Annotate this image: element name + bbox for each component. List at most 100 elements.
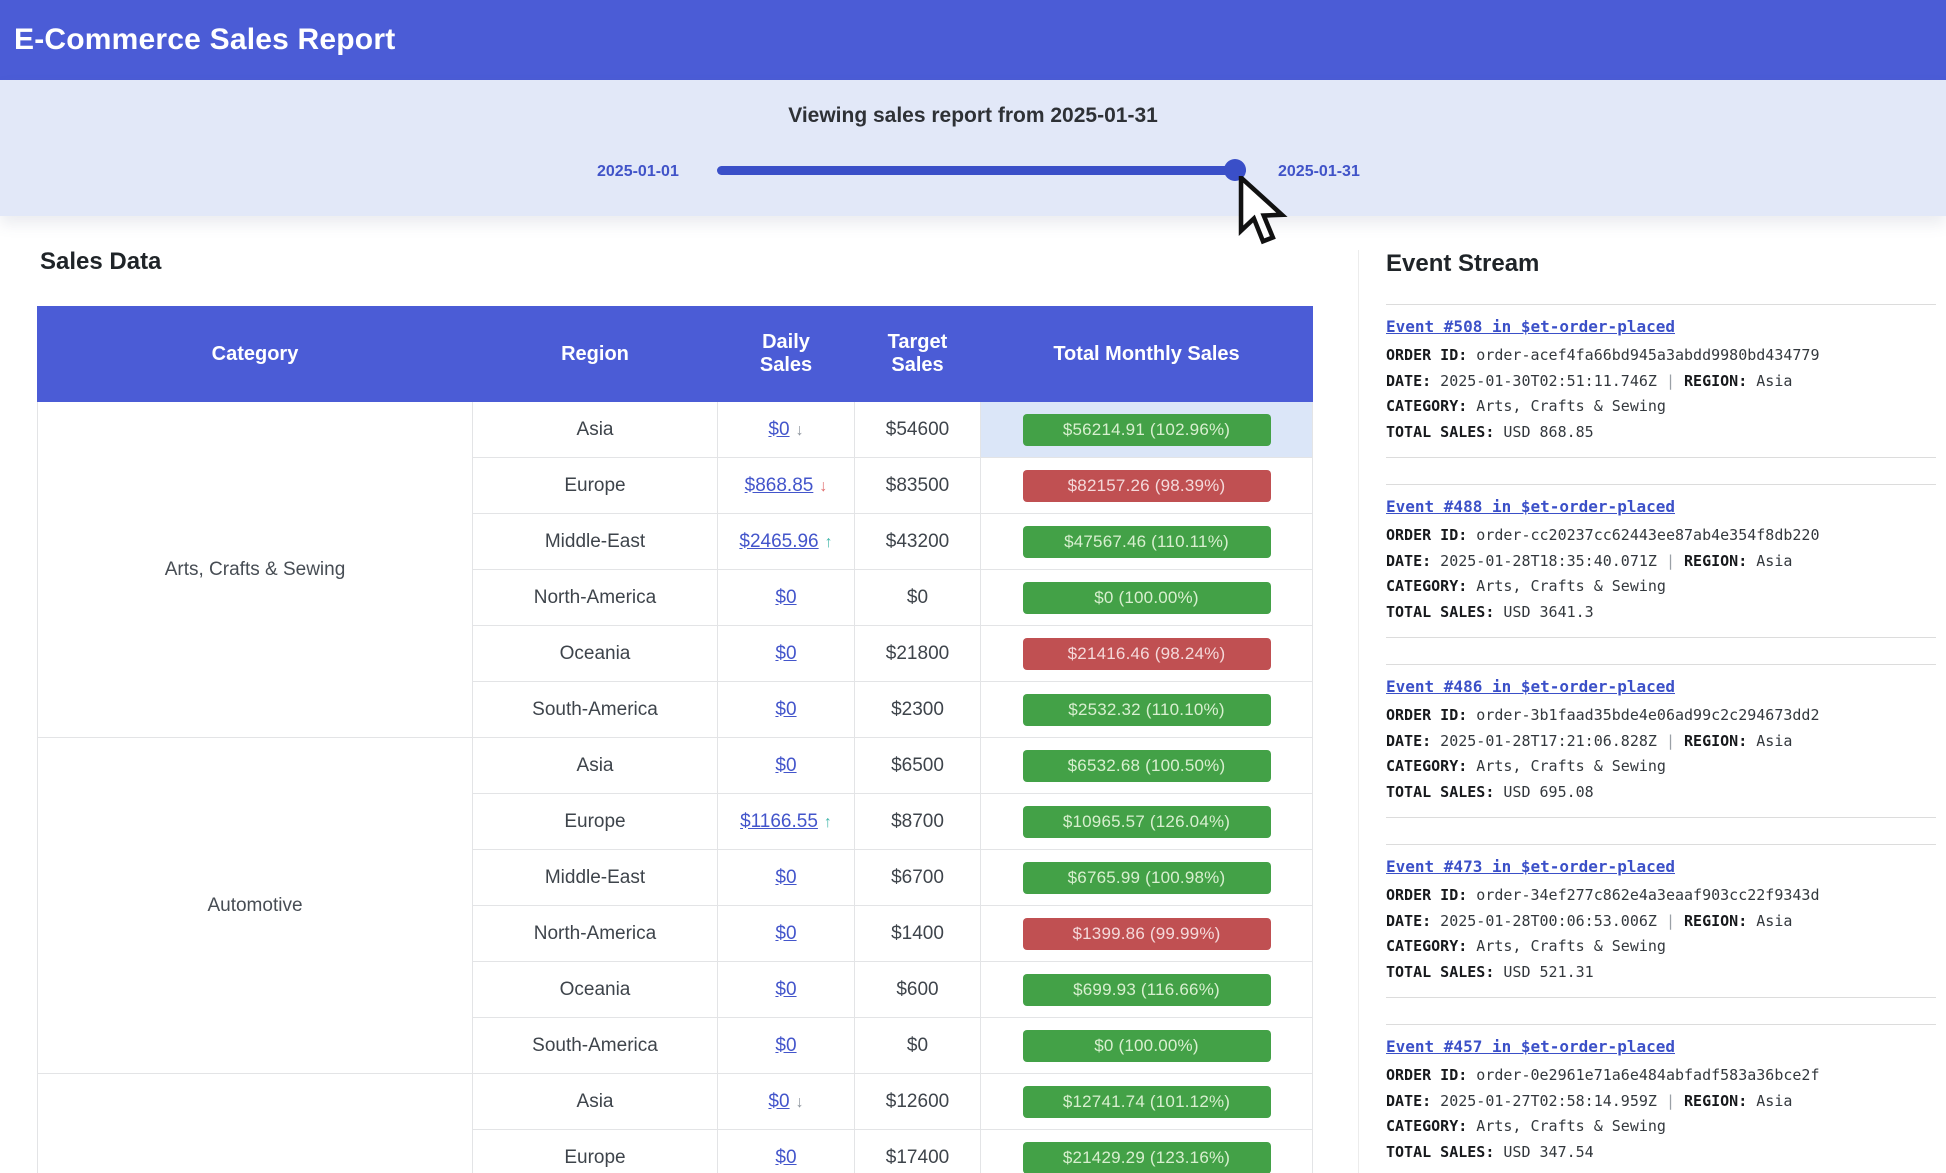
daily-sales-link[interactable]: $0 — [775, 698, 797, 720]
region-cell: Europe — [472, 1129, 718, 1173]
target-sales-cell: $12600 — [854, 1073, 981, 1130]
event-date-region: DATE: 2025-01-28T17:21:06.828Z | REGION:… — [1386, 731, 1793, 750]
total-sales-badge: $47567.46 (110.11%) — [1022, 525, 1271, 558]
total-monthly-sales-cell: $699.93 (116.66%) — [980, 961, 1313, 1018]
daily-sales-cell: $0 ↓ — [717, 1073, 855, 1130]
event-card: Event #457 in $et-order-placed ORDER ID: … — [1386, 1024, 1936, 1173]
table-row: Arts, Crafts & Sewing Asia $0 ↓ $54600 $56214… — [37, 401, 1313, 738]
slider-start-label: 2025-01-01 — [597, 163, 679, 180]
event-link[interactable]: Event #486 in $et-order-placed — [1386, 677, 1675, 696]
table-row: Oceania $0 $600 $699.93 (116.66%) — [38, 961, 1313, 1018]
daily-sales-link[interactable]: $0 — [768, 1090, 790, 1112]
table-row: Asia $0 ↓ $12600 $12741.74 (101.12%) — [37, 1073, 1313, 1173]
daily-sales-cell: $1166.55 ↑ — [717, 793, 855, 850]
category-cell: Arts, Crafts & Sewing — [37, 401, 473, 738]
total-sales-badge: $1399.86 (99.99%) — [1022, 917, 1271, 950]
event-link[interactable]: Event #488 in $et-order-placed — [1386, 497, 1675, 516]
daily-sales-link[interactable]: $1166.55 — [740, 810, 818, 832]
event-category: CATEGORY: Arts, Crafts & Sewing — [1386, 937, 1666, 955]
region-cell: Asia — [472, 737, 718, 794]
date-slider-section: Viewing sales report from 2025-01-31 202… — [0, 80, 1946, 216]
target-sales-cell: $43200 — [854, 513, 981, 570]
daily-sales-link[interactable]: $0 — [775, 642, 797, 664]
target-sales-cell: $83500 — [854, 457, 981, 514]
region-cell: South-America — [472, 1017, 718, 1074]
date-slider-thumb[interactable] — [1224, 159, 1246, 181]
daily-sales-cell: $0 — [717, 737, 855, 794]
event-category: CATEGORY: Arts, Crafts & Sewing — [1386, 577, 1666, 595]
daily-sales-cell: $2465.96 ↑ — [717, 513, 855, 570]
region-cell: North-America — [472, 905, 718, 962]
event-order-id: ORDER ID: order-acef4fa66bd945a3abdd9980… — [1386, 346, 1820, 364]
total-sales-badge: $21416.46 (98.24%) — [1022, 637, 1271, 670]
region-cell: Middle-East — [472, 849, 718, 906]
event-card: Event #473 in $et-order-placed ORDER ID: … — [1386, 844, 1936, 998]
event-order-id: ORDER ID: order-3b1faad35bde4e06ad99c2c2… — [1386, 706, 1820, 724]
table-row: Middle-East $0 $6700 $6765.99 (100.98%) — [38, 849, 1313, 906]
app-title: E-Commerce Sales Report — [14, 23, 396, 56]
column-header-category: Category — [37, 306, 473, 402]
event-link[interactable]: Event #473 in $et-order-placed — [1386, 857, 1675, 876]
total-monthly-sales-cell: $21416.46 (98.24%) — [980, 625, 1313, 682]
event-total-sales: TOTAL SALES: USD 521.31 — [1386, 962, 1594, 981]
daily-sales-link[interactable]: $0 — [775, 866, 797, 888]
event-order-id: ORDER ID: order-0e2961e71a6e484abfadf583… — [1386, 1066, 1820, 1084]
event-list: Event #508 in $et-order-placed ORDER ID: … — [1386, 304, 1936, 1173]
trend-up-icon: ↑ — [823, 813, 832, 831]
column-header-daily-sales: Daily Sales — [717, 306, 855, 402]
column-header-target-sales: Target Sales — [854, 306, 981, 402]
table-row: Europe $0 $17400 $21429.29 (123.16%) — [38, 1129, 1313, 1173]
category-cell: Automotive — [37, 737, 473, 1074]
target-sales-cell: $2300 — [854, 681, 981, 738]
event-category: CATEGORY: Arts, Crafts & Sewing — [1386, 757, 1666, 775]
daily-sales-link[interactable]: $0 — [775, 978, 797, 1000]
table-row: North-America $0 $0 $0 (100.00%) — [38, 569, 1313, 626]
daily-sales-cell: $0 — [717, 905, 855, 962]
daily-sales-cell: $0 — [717, 681, 855, 738]
daily-sales-link[interactable]: $0 — [768, 418, 790, 440]
daily-sales-cell: $0 — [717, 1129, 855, 1173]
event-link[interactable]: Event #508 in $et-order-placed — [1386, 317, 1675, 336]
daily-sales-cell: $0 — [717, 849, 855, 906]
region-cell: North-America — [472, 569, 718, 626]
table-row: South-America $0 $0 $0 (100.00%) — [38, 1017, 1313, 1074]
event-stream-heading: Event Stream — [1386, 250, 1540, 277]
daily-sales-link[interactable]: $0 — [775, 586, 797, 608]
total-sales-badge: $0 (100.00%) — [1022, 581, 1271, 614]
total-sales-badge: $6532.68 (100.50%) — [1022, 749, 1271, 782]
event-card: Event #488 in $et-order-placed ORDER ID: … — [1386, 484, 1936, 638]
daily-sales-link[interactable]: $0 — [775, 1034, 797, 1056]
region-cell: Europe — [472, 793, 718, 850]
app-header: E-Commerce Sales Report — [0, 0, 1946, 80]
region-cell: Europe — [472, 457, 718, 514]
target-sales-cell: $600 — [854, 961, 981, 1018]
table-row: Oceania $0 $21800 $21416.46 (98.24%) — [38, 625, 1313, 682]
total-sales-badge: $21429.29 (123.16%) — [1022, 1141, 1271, 1173]
daily-sales-cell: $0 — [717, 961, 855, 1018]
trend-down-icon: ↓ — [795, 421, 804, 439]
category-cell — [37, 1073, 473, 1173]
target-sales-cell: $54600 — [854, 401, 981, 458]
region-cell: Asia — [472, 401, 718, 458]
trend-down-icon: ↓ — [795, 1093, 804, 1111]
daily-sales-link[interactable]: $0 — [775, 922, 797, 944]
date-slider-track[interactable] — [717, 166, 1246, 175]
total-monthly-sales-cell: $2532.32 (110.10%) — [980, 681, 1313, 738]
daily-sales-link[interactable]: $0 — [775, 1146, 797, 1168]
table-row: Middle-East $2465.96 ↑ $43200 $47567.46 (110… — [38, 513, 1313, 570]
daily-sales-cell: $0 ↓ — [717, 401, 855, 458]
event-card: Event #486 in $et-order-placed ORDER ID: … — [1386, 664, 1936, 818]
daily-sales-link[interactable]: $2465.96 — [739, 530, 819, 552]
event-total-sales: TOTAL SALES: USD 868.85 — [1386, 422, 1594, 441]
event-total-sales: TOTAL SALES: USD 347.54 — [1386, 1142, 1594, 1161]
event-link[interactable]: Event #457 in $et-order-placed — [1386, 1037, 1675, 1056]
event-category: CATEGORY: Arts, Crafts & Sewing — [1386, 1117, 1666, 1135]
daily-sales-link[interactable]: $868.85 — [744, 474, 814, 496]
table-row: Europe $868.85 ↓ $83500 $82157.26 (98.39%) — [38, 457, 1313, 514]
daily-sales-link[interactable]: $0 — [775, 754, 797, 776]
region-cell: Middle-East — [472, 513, 718, 570]
total-monthly-sales-cell: $10965.57 (126.04%) — [980, 793, 1313, 850]
total-monthly-sales-cell: $6765.99 (100.98%) — [980, 849, 1313, 906]
daily-sales-cell: $0 — [717, 569, 855, 626]
